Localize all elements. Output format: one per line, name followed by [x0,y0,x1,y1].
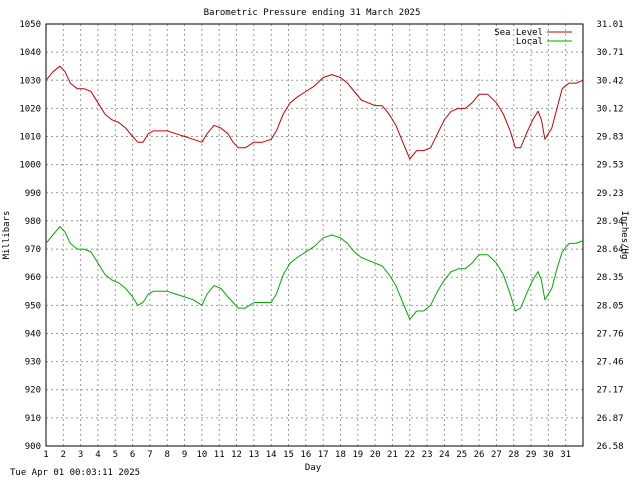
y-tick-label: 900 [25,442,41,452]
y2-tick-label: 29.23 [596,189,623,199]
x-tick-label: 14 [266,450,277,460]
x-tick-label: 5 [113,450,118,460]
x-tick-label: 20 [370,450,381,460]
x-tick-label: 9 [182,450,187,460]
x-tick-label: 2 [61,450,66,460]
x-tick-label: 19 [352,450,363,460]
x-tick-label: 15 [283,450,294,460]
y2-tick-label: 31.01 [596,20,623,30]
y-tick-label: 1000 [19,161,41,171]
y2-tick-label: 26.58 [596,442,623,452]
chart-title: Barometric Pressure ending 31 March 2025 [204,8,421,18]
legend-label-sea-level: Sea Level [494,28,543,38]
y2-tick-label: 28.64 [596,245,623,255]
x-tick-label: 22 [404,450,415,460]
x-tick-label: 7 [147,450,152,460]
y2-tick-label: 29.83 [596,133,623,143]
y2-tick-label: 29.53 [596,161,623,171]
x-tick-label: 1 [43,450,48,460]
x-tick-label: 18 [335,450,346,460]
timestamp: Tue Apr 01 00:03:11 2025 [10,468,141,478]
x-axis-label: Day [305,463,322,473]
plot-frame [45,23,584,447]
legend-label-local: Local [516,37,543,47]
y2-tick-label: 28.94 [596,217,623,227]
x-tick-label: 25 [456,450,467,460]
x-tick-label: 6 [130,450,135,460]
y-tick-label: 970 [25,245,41,255]
y2-axis-label: Inches/Hg [619,211,629,260]
y-tick-label: 1050 [19,20,41,30]
y2-tick-label: 30.71 [596,48,623,58]
x-tick-label: 17 [318,450,329,460]
left-axis-ticks: 900 910 920 930 940 950 960 970 980 990 1000 1010 10… [19,20,41,452]
y2-tick-label: 30.12 [596,104,623,114]
right-axis-ticks: 26.58 26.87 27.17 27.46 27.76 28.05 28.35 28.64… [596,20,623,452]
y2-tick-label: 27.17 [596,386,623,396]
y-tick-label: 910 [25,414,41,424]
y-tick-label: 990 [25,189,41,199]
y2-tick-label: 28.05 [596,301,623,311]
x-tick-label: 16 [300,450,311,460]
x-tick-label: 27 [491,450,502,460]
x-tick-label: 24 [439,450,450,460]
x-tick-label: 13 [248,450,259,460]
y-tick-label: 1010 [19,133,41,143]
y-tick-label: 1020 [19,104,41,114]
series-line-sea-level [45,65,584,160]
y-tick-label: 980 [25,217,41,227]
x-tick-label: 4 [95,450,100,460]
y-tick-label: 1030 [19,76,41,86]
x-tick-label: 31 [560,450,571,460]
x-tick-label: 11 [214,450,225,460]
series-lines [45,65,584,320]
legend: Sea Level Local [494,28,572,47]
x-tick-label: 29 [526,450,537,460]
x-tick-label: 3 [78,450,83,460]
y2-tick-label: 27.76 [596,329,623,339]
grid-lines [46,24,583,446]
y-axis-label: Millibars [2,211,12,260]
y-tick-label: 930 [25,358,41,368]
x-axis-ticks: 1 2 3 4 5 6 7 8 9 10 11 12 13 14 15 16 17 18 19 20 21 22 23 24 2… [43,450,571,460]
x-tick-label: 10 [196,450,207,460]
y-tick-label: 940 [25,329,41,339]
x-tick-label: 26 [474,450,485,460]
x-tick-label: 21 [387,450,398,460]
y-tick-label: 920 [25,386,41,396]
x-tick-label: 30 [543,450,554,460]
x-tick-label: 23 [422,450,433,460]
y2-tick-label: 28.35 [596,273,623,283]
y2-tick-label: 27.46 [596,358,623,368]
series-line-local [45,226,584,320]
y2-tick-label: 30.42 [596,76,623,86]
y-tick-label: 960 [25,273,41,283]
y-tick-label: 950 [25,301,41,311]
x-tick-label: 12 [231,450,242,460]
x-tick-label: 28 [508,450,519,460]
y2-tick-label: 26.87 [596,414,623,424]
y-tick-label: 1040 [19,48,41,58]
x-tick-label: 8 [165,450,170,460]
